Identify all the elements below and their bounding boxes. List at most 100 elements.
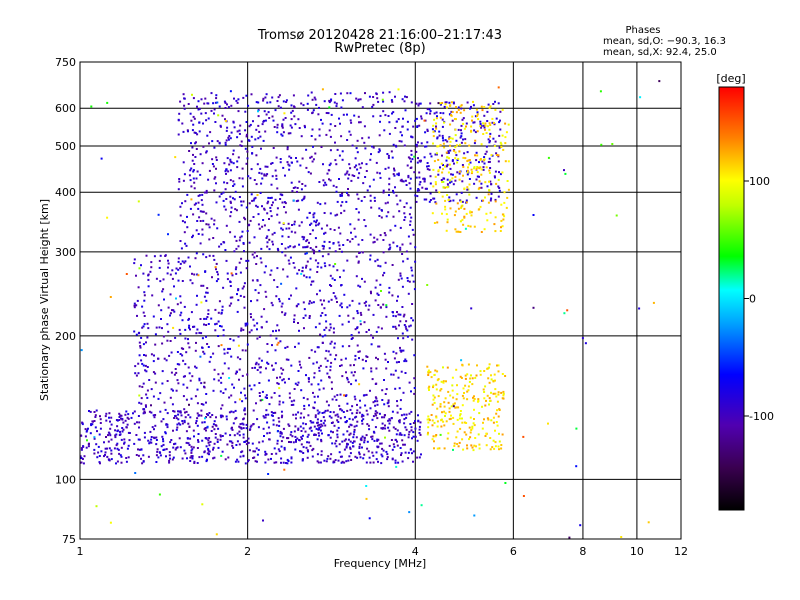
data-point [411,274,414,277]
data-point [488,397,491,400]
data-point [208,254,211,257]
data-point [201,503,204,506]
data-point [329,326,332,329]
data-point [435,388,438,391]
data-point [247,175,250,178]
data-point [220,454,223,457]
data-point [268,218,270,220]
data-point [229,280,232,283]
data-point [497,195,500,198]
data-point [297,427,300,430]
data-point [301,434,304,437]
data-point [441,212,443,215]
data-point [205,150,208,153]
data-point [398,420,401,423]
data-point [365,409,368,412]
data-point [600,143,603,146]
data-point [252,450,255,453]
data-point [159,410,162,413]
data-point [281,311,284,314]
data-point [485,166,488,169]
data-point [145,393,148,396]
data-point [310,280,313,283]
data-point [500,226,502,229]
data-point [259,399,262,402]
data-point [335,297,338,300]
data-point [242,423,245,426]
data-point [429,199,432,201]
data-point [358,350,361,353]
data-point [409,157,411,160]
data-point [365,170,368,172]
data-point [178,363,181,366]
data-point [230,272,233,275]
data-point [138,267,141,270]
data-point [349,240,352,243]
data-point [329,353,332,356]
data-point [359,311,362,314]
data-point [382,426,385,429]
data-point [215,322,218,325]
data-point [210,217,213,220]
data-point [350,334,353,337]
data-point [273,231,276,234]
data-point [276,286,279,288]
data-point [411,228,414,231]
data-point [469,436,472,439]
data-point [464,142,467,145]
data-point [298,127,301,129]
data-point [280,372,283,375]
data-point [142,460,145,463]
data-point [296,187,299,189]
data-point [388,248,391,251]
data-point [433,401,436,404]
data-point [206,458,208,461]
data-point [451,159,454,162]
data-point [157,397,160,400]
data-point [221,309,224,312]
data-point [121,430,124,433]
data-point [141,462,144,465]
data-point [410,149,413,152]
data-point [189,265,191,268]
data-point [304,252,307,255]
data-point [217,278,220,281]
data-point [246,323,249,326]
data-point [237,98,240,101]
data-point [288,164,291,167]
data-point [450,405,453,408]
data-point [402,180,405,183]
data-point [126,447,129,450]
x-tick-label: 8 [579,545,586,558]
data-point [249,313,252,316]
data-point [343,293,346,296]
data-point [191,455,194,458]
data-point [229,169,232,172]
data-point [382,449,385,452]
data-point [304,314,307,317]
data-point [197,207,200,210]
data-point [615,214,618,217]
data-point [190,311,193,314]
data-point [484,181,487,184]
data-point [408,412,411,415]
data-point [242,242,245,244]
data-point [318,411,321,414]
data-point [448,407,451,410]
data-point [207,178,210,181]
data-point [442,142,445,145]
data-point [382,91,385,94]
data-point [336,433,339,436]
data-point [443,121,445,124]
data-point [487,418,490,421]
data-point [323,459,326,462]
data-point [328,178,330,181]
data-point [117,448,120,451]
data-point [310,135,313,137]
data-point [402,391,405,394]
data-point [459,375,462,378]
data-point [456,384,458,387]
data-point [191,375,194,378]
data-point [444,397,447,400]
data-point [385,388,388,391]
